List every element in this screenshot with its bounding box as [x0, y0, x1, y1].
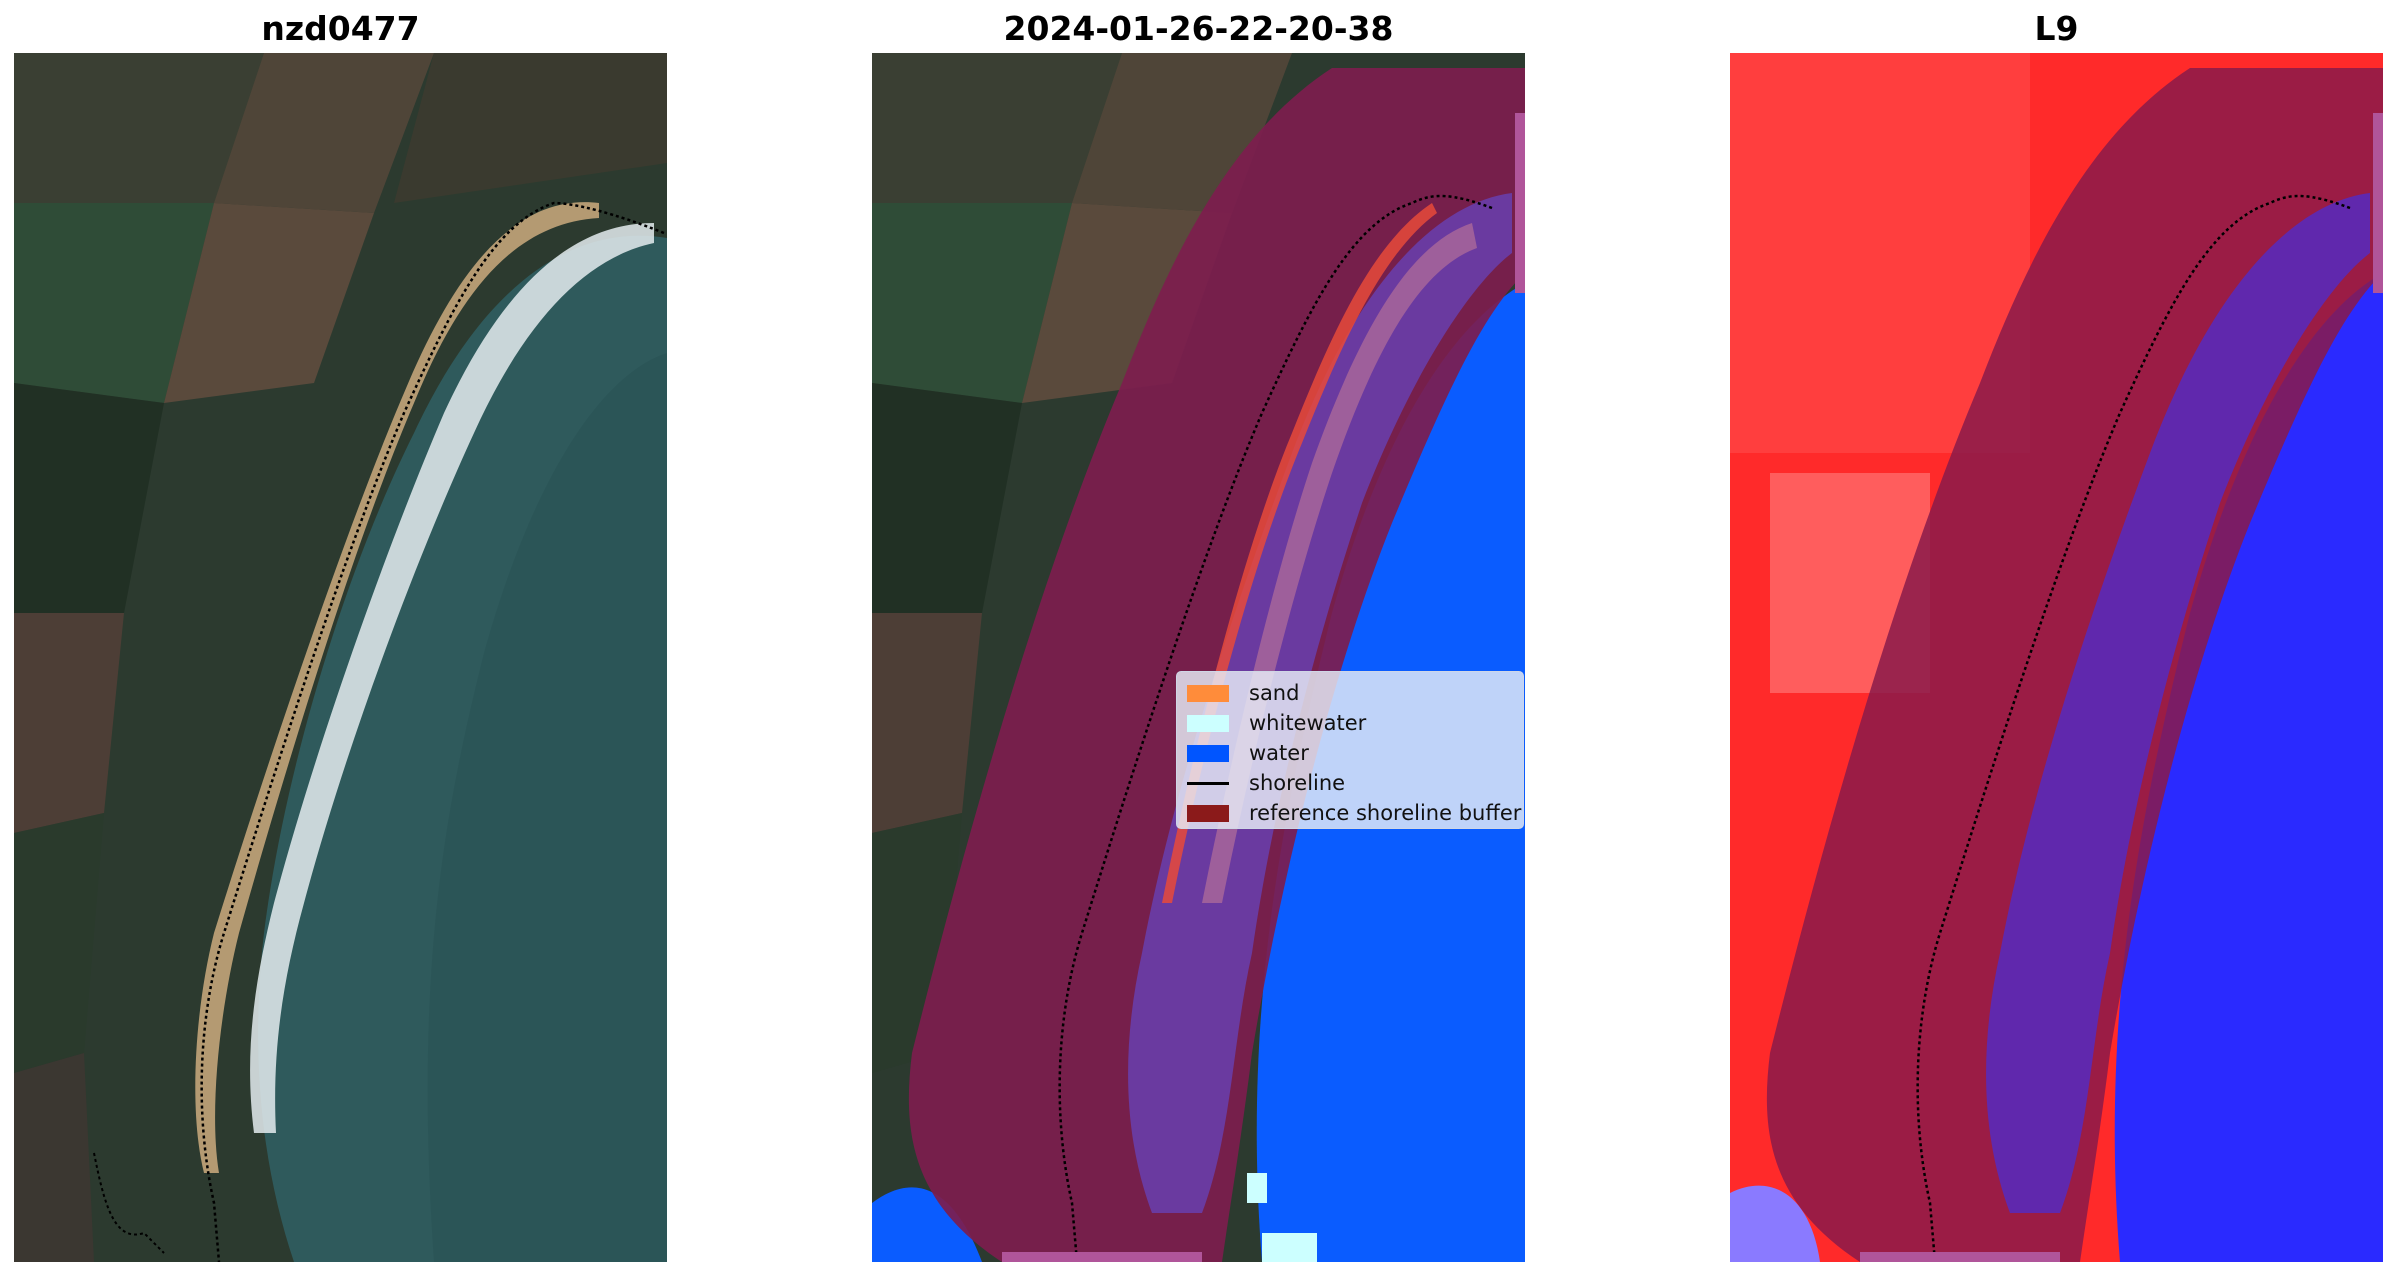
legend-label: whitewater: [1249, 711, 1367, 735]
legend-item: whitewater: [1187, 708, 1513, 738]
panel-title-classification: 2024-01-26-22-20-38: [1003, 9, 1394, 48]
rgb-image: [14, 53, 667, 1262]
legend-item: sand: [1187, 678, 1513, 708]
index-image: [1730, 53, 2383, 1262]
classification-panel: [872, 53, 1525, 1262]
classification-image: [872, 53, 1525, 1262]
legend-color-swatch: [1187, 684, 1229, 702]
legend-item: reference shoreline buffer: [1187, 798, 1521, 828]
index-panel: [1730, 53, 2383, 1262]
legend: sand whitewater water shoreline reference sh…: [1176, 671, 1524, 829]
legend-color-swatch: [1187, 714, 1229, 732]
panel-title-index: L9: [2034, 9, 2079, 48]
legend-item: shoreline: [1187, 768, 1513, 798]
legend-line-swatch: [1187, 781, 1229, 785]
legend-item: water: [1187, 738, 1513, 768]
legend-label: shoreline: [1249, 771, 1346, 795]
rgb-image-panel: [14, 53, 667, 1262]
legend-label: reference shoreline buffer: [1249, 801, 1522, 825]
panel-title-rgb: nzd0477: [261, 9, 420, 48]
legend-label: water: [1249, 741, 1309, 765]
legend-label: sand: [1249, 681, 1300, 705]
legend-color-swatch: [1187, 744, 1229, 762]
legend-color-swatch: [1187, 804, 1229, 822]
